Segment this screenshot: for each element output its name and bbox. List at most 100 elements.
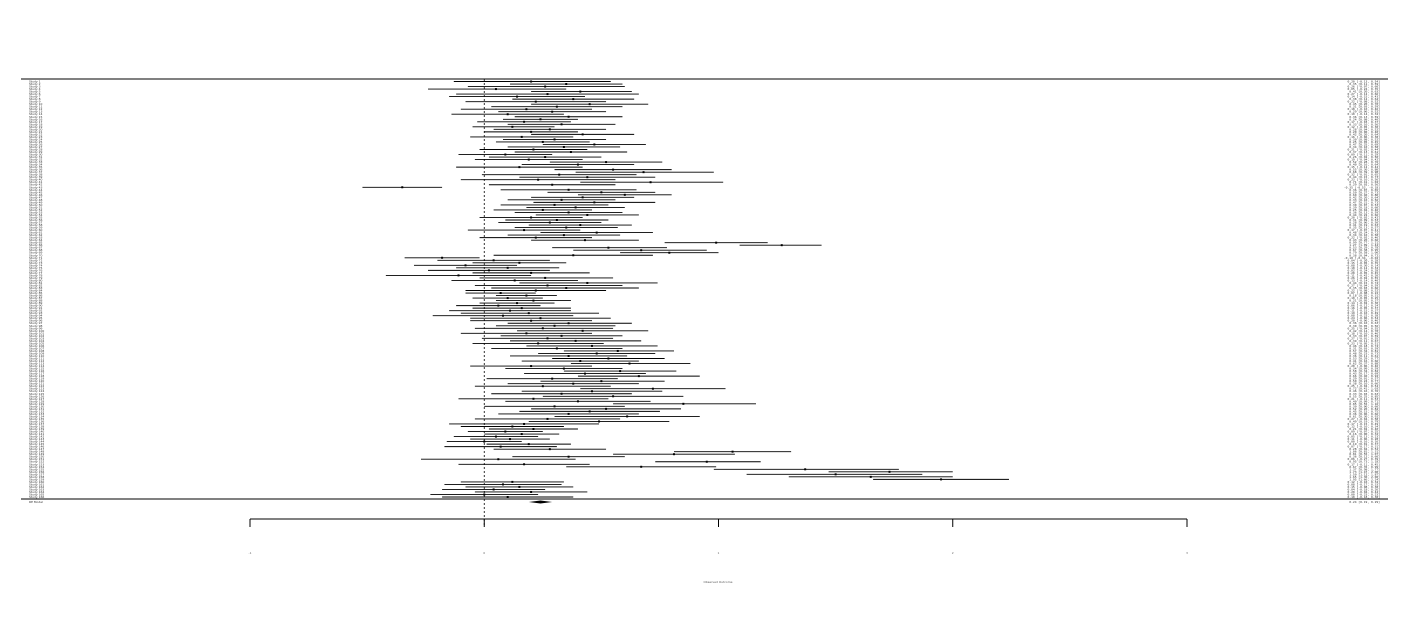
point-estimate (520, 307, 523, 310)
estimate-text: 0.16 [0.00, 0.32] (1349, 432, 1380, 436)
study-row: Study 46 0.60 [0.40, 0.80] (29, 193, 1380, 197)
study-row: Study 166 0.10 [-0.18, 0.38] (29, 495, 1380, 499)
point-estimate (401, 186, 404, 189)
point-estimate (562, 367, 565, 370)
study-row: Study 56 0.31 [0.09, 0.53] (29, 218, 1380, 222)
estimate-text: 0.36 [0.13, 0.59] (1349, 210, 1380, 214)
study-row: Study 148 1.06 [0.81, 1.31] (29, 450, 1380, 454)
study-label: Study 92 (29, 309, 43, 313)
estimate-text: 0.57 [0.34, 0.81] (1349, 349, 1380, 353)
study-row: Study 63 0.22 [-0.02, 0.46] (29, 236, 1380, 240)
study-row: Study 41 0.71 [0.41, 1.02] (29, 180, 1380, 184)
study-label: Study 152 (29, 460, 44, 464)
study-row: Study 127 0.21 [-0.11, 0.53] (29, 397, 1380, 401)
point-estimate (560, 392, 563, 395)
point-estimate (591, 390, 594, 393)
point-estimate (511, 125, 514, 128)
study-row: Study 37 0.68 [0.39, 0.98] (29, 170, 1380, 174)
estimate-text: -0.35 [-0.52, -0.18] (1344, 185, 1380, 189)
study-row: Study 33 0.52 [0.28, 0.76] (29, 160, 1380, 164)
study-label: Study 123 (29, 387, 44, 391)
point-estimate (616, 349, 619, 352)
estimate-text: 0.14 [-0.02, 0.30] (1347, 301, 1380, 305)
estimate-text: 0.58 [0.34, 0.82] (1349, 369, 1380, 373)
study-label: Study 29 (29, 150, 43, 154)
estimate-text: 0.48 [0.24, 0.72] (1349, 231, 1380, 235)
study-row: Study 30 0.09 [-0.11, 0.29] (29, 153, 1380, 157)
estimate-text: 0.44 [0.22, 0.66] (1349, 213, 1380, 217)
estimate-text: 0.62 [0.37, 0.88] (1349, 362, 1380, 366)
study-label: Study 44 (29, 188, 43, 192)
estimate-text: 0.34 [0.09, 0.59] (1349, 367, 1380, 371)
point-estimate (548, 128, 551, 131)
estimate-text: 0.28 [0.04, 0.52] (1349, 127, 1380, 131)
study-row: Study 104 0.39 [0.11, 0.67] (29, 339, 1380, 343)
estimate-text: 0.27 [-0.01, 0.55] (1347, 336, 1380, 340)
study-label: Study 39 (29, 175, 43, 179)
estimate-text: 0.42 [0.14, 0.70] (1349, 329, 1380, 333)
study-label: Study 90 (29, 304, 43, 308)
point-estimate (562, 234, 565, 237)
point-estimate (520, 433, 523, 436)
point-estimate (560, 334, 563, 337)
study-label: Study 98 (29, 324, 43, 328)
study-label: Study 141 (29, 432, 44, 436)
point-estimate (548, 448, 551, 451)
study-row: Study 1 0.20 [-0.13, 0.54] (29, 80, 1380, 84)
point-estimate (544, 156, 547, 159)
study-row: Study 34 0.40 [0.16, 0.64] (29, 163, 1380, 167)
point-estimate (598, 420, 601, 423)
study-label: Study 137 (29, 422, 44, 426)
study-row: Study 87 0.10 [-0.05, 0.25] (29, 296, 1380, 300)
study-row: Study 88 0.21 [0.05, 0.37] (29, 299, 1380, 303)
estimate-text: 0.27 [-0.12, 0.66] (1347, 92, 1380, 96)
point-estimate (492, 488, 495, 491)
study-row: Study 15 0.36 [0.13, 0.59] (29, 115, 1380, 119)
point-estimate (593, 201, 596, 204)
estimate-text: 0.53 [0.29, 0.78] (1349, 246, 1380, 250)
study-label: Study 84 (29, 289, 43, 293)
study-label: Study 128 (29, 399, 44, 403)
point-estimate (572, 254, 575, 257)
estimate-text: 0.46 [0.18, 0.74] (1349, 344, 1380, 348)
study-label: Study 7 (29, 95, 41, 99)
study-label: Study 153 (29, 462, 44, 466)
study-row: Study 97 0.36 [0.10, 0.63] (29, 321, 1380, 325)
study-label: Study 102 (29, 334, 44, 338)
estimate-text: 0.17 [-0.15, 0.49] (1347, 422, 1380, 426)
study-label: Study 24 (29, 137, 43, 141)
point-estimate (567, 188, 570, 191)
point-estimate (544, 85, 547, 88)
point-estimate (668, 251, 671, 254)
study-row: Study 154 0.67 [0.35, 0.99] (29, 465, 1380, 469)
point-estimate (534, 289, 537, 292)
study-row: Study 51 0.39 [0.18, 0.60] (29, 205, 1380, 209)
estimate-text: 0.38 [0.12, 0.64] (1349, 97, 1380, 101)
point-estimate (551, 110, 554, 113)
study-row: Study 8 0.38 [0.12, 0.64] (29, 97, 1380, 101)
estimate-text: 0.22 [-0.02, 0.46] (1347, 236, 1380, 240)
point-estimate (483, 440, 486, 443)
point-estimate (586, 213, 589, 216)
point-estimate (506, 266, 509, 269)
estimate-text: 0.36 [0.10, 0.63] (1349, 321, 1380, 325)
study-label: Study 38 (29, 173, 43, 177)
study-label: Study 66 (29, 243, 43, 247)
study-label: Study 150 (29, 455, 44, 459)
study-row: Study 22 0.42 [0.20, 0.64] (29, 132, 1380, 136)
estimate-text: 0.43 [0.20, 0.66] (1349, 238, 1380, 242)
study-label: Study 21 (29, 130, 43, 134)
point-estimate (682, 402, 685, 405)
point-estimate (534, 236, 537, 239)
estimate-text: 0.71 [0.41, 1.02] (1349, 180, 1380, 184)
study-label: Study 20 (29, 127, 43, 131)
point-estimate (525, 332, 528, 335)
point-estimate (530, 80, 533, 83)
study-label: Study 89 (29, 301, 43, 305)
estimate-text: 0.21 [-0.02, 0.44] (1347, 147, 1380, 151)
estimate-text: 0.27 [-0.04, 0.58] (1347, 417, 1380, 421)
study-label: Study 163 (29, 487, 44, 491)
study-row: Study 102 0.33 [0.07, 0.59] (29, 334, 1380, 338)
study-row: Study 50 0.30 [0.07, 0.53] (29, 203, 1380, 207)
estimate-text: 0.04 [-0.20, 0.28] (1347, 258, 1380, 262)
